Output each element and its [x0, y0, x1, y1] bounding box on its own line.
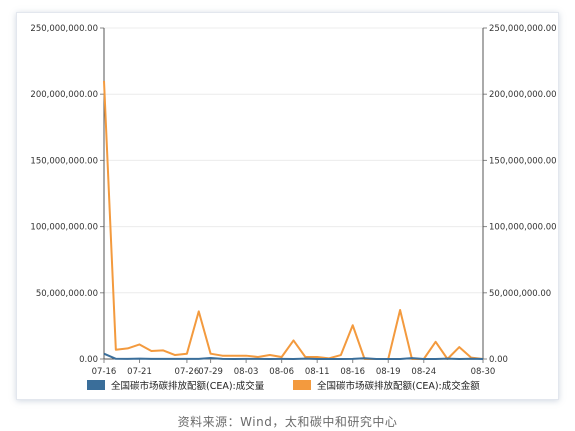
y-tick-label-right: 50,000,000.00 — [489, 289, 551, 299]
x-tick-label: 07-16 — [92, 367, 117, 377]
x-tick-label: 08-16 — [340, 367, 365, 377]
x-tick-label: 08-11 — [305, 367, 330, 377]
line-chart: 0.00 50,000,000.00 100,000,000.00 150,000,0… — [30, 24, 557, 392]
y-axis-right: 0.00 50,000,000.00 100,000,000.00 150,000,0… — [482, 24, 557, 365]
gridlines — [104, 27, 483, 294]
y-tick-label-right: 100,000,000.00 — [489, 223, 557, 233]
y-axis-left: 0.00 50,000,000.00 100,000,000.00 150,000,0… — [30, 24, 105, 365]
y-tick-label-right: 150,000,000.00 — [489, 156, 557, 166]
x-tick-label: 08-03 — [234, 367, 259, 377]
x-tick-label: 08-06 — [269, 367, 294, 377]
y-tick-label-left: 50,000,000.00 — [36, 289, 98, 299]
x-tick-label: 07-29 — [198, 367, 223, 377]
y-tick-label-left: 100,000,000.00 — [30, 223, 98, 233]
x-tick-label: 08-30 — [471, 367, 496, 377]
series-line-2 — [103, 80, 484, 360]
chart-card: 0.00 50,000,000.00 100,000,000.00 150,000,0… — [16, 12, 559, 400]
y-tick-label-left: 200,000,000.00 — [30, 90, 98, 100]
x-tick-label: 07-21 — [127, 367, 152, 377]
legend-swatch-2 — [293, 380, 311, 390]
x-tick-label: 08-19 — [376, 367, 401, 377]
y-tick-label-left: 250,000,000.00 — [30, 24, 98, 34]
x-tick-label: 07-26 — [175, 367, 200, 377]
y-tick-label-right: 250,000,000.00 — [489, 24, 557, 34]
legend: 全国碳市场碳排放配额(CEA):成交量 全国碳市场碳排放配额(CEA):成交金额 — [87, 380, 480, 392]
series-lines — [103, 80, 484, 360]
legend-label-1: 全国碳市场碳排放配额(CEA):成交量 — [111, 380, 265, 392]
legend-label-2: 全国碳市场碳排放配额(CEA):成交金额 — [317, 380, 480, 392]
y-tick-label-right: 0.00 — [489, 355, 508, 365]
y-tick-label-right: 200,000,000.00 — [489, 90, 557, 100]
x-tick-label: 08-24 — [411, 367, 436, 377]
y-tick-label-left: 0.00 — [79, 355, 98, 365]
y-tick-label-left: 150,000,000.00 — [30, 156, 98, 166]
series-line-1 — [103, 352, 484, 360]
source-caption: 资料来源：Wind，太和碳中和研究中心 — [177, 415, 398, 429]
legend-swatch-1 — [87, 380, 105, 390]
